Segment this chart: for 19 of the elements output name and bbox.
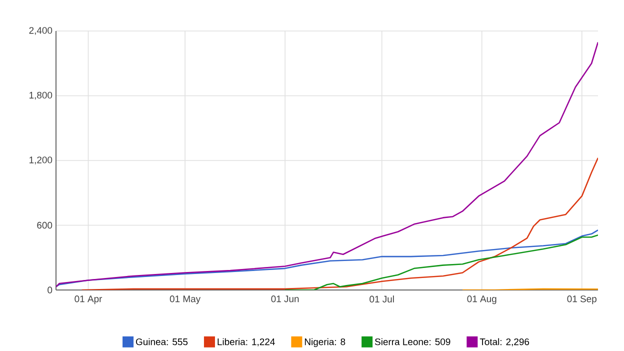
y-tick-label: 1,800 [30, 92, 52, 100]
x-tick-label: 01 Apr [74, 296, 102, 304]
legend-label: Liberia: 1,224 [218, 338, 275, 346]
x-tick-label: 01 Jul [370, 296, 394, 302]
line-series [284, 234, 598, 290]
x-tick-label: 01 Sep [567, 296, 596, 304]
line-series [56, 42, 598, 288]
y-tick-label: 1,200 [30, 156, 52, 164]
legend-label: Nigeria: 8 [304, 338, 346, 348]
legend-label: Guinea: 555 [136, 338, 188, 346]
legend-label: Sierra Leone: 509 [374, 338, 450, 346]
y-tick-label: 600 [37, 222, 52, 229]
x-tick-label: 01 Aug [467, 296, 496, 304]
y-tick-label: 0 [48, 286, 52, 294]
legend-label: Total: 2,296 [480, 338, 530, 346]
line-series [56, 229, 598, 288]
x-tick-label: 01 May [170, 296, 201, 304]
x-tick-label: 01 Jun [271, 296, 299, 302]
y-tick-label: 2,400 [29, 27, 52, 35]
